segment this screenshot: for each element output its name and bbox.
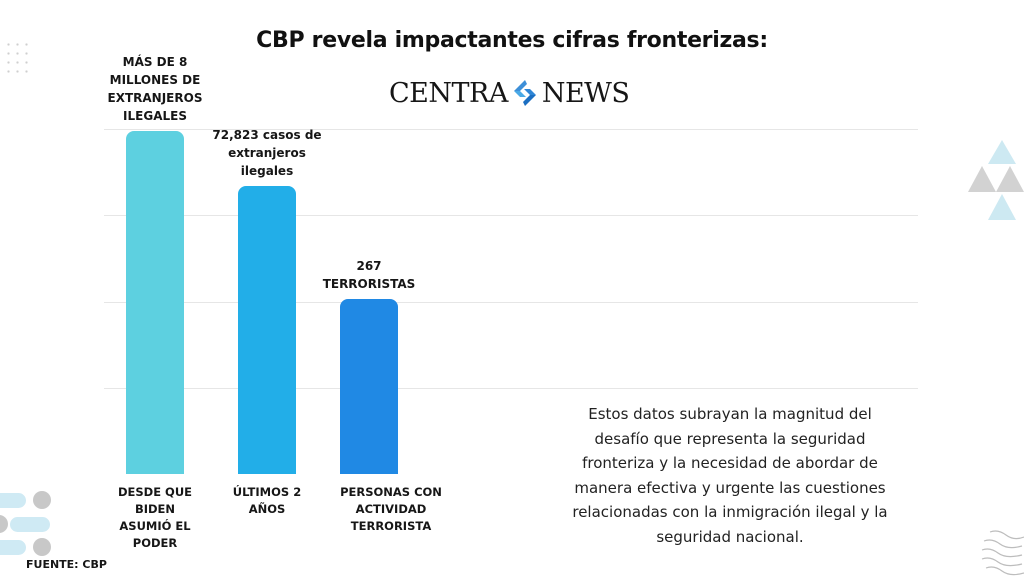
category-label-line: ASUMIÓ EL <box>119 519 191 533</box>
category-label: PERSONAS CON ACTIVIDAD TERRORISTA <box>316 484 466 535</box>
data-label-line: EXTRANJEROS <box>107 91 203 105</box>
decorative-pill <box>0 493 26 508</box>
category-label-line: BIDEN <box>134 502 176 516</box>
data-label-line: ilegales <box>240 163 294 178</box>
centranews-logo-icon <box>513 80 536 106</box>
description-text: Estos datos subrayan la magnitud del des… <box>572 405 888 546</box>
category-label: DESDE QUE BIDEN ASUMIÓ EL PODER <box>100 484 210 552</box>
centranews-logo: CENTRA NEWS <box>389 76 630 110</box>
data-label-line: TERRORISTAS <box>322 277 416 292</box>
logo-text-right: NEWS <box>541 77 630 109</box>
data-label-line: extranjeros <box>228 145 306 160</box>
data-label-line: MÁS DE 8 <box>122 55 188 69</box>
decorative-triangles <box>968 140 1024 220</box>
decorative-pill <box>0 540 26 555</box>
gridline <box>104 215 918 216</box>
page-title: CBP revela impactantes cifras fronteriza… <box>256 28 768 53</box>
category-label: ÚLTIMOS 2 AÑOS <box>212 484 322 518</box>
bar <box>238 185 296 474</box>
category-label-line: PERSONAS CON <box>340 485 442 499</box>
source-label: FUENTE: CBP <box>26 558 107 571</box>
data-label: 72,823 casos de extranjeros ilegales <box>187 126 347 180</box>
category-label-line: PODER <box>132 536 178 550</box>
logo-text-left: CENTRA <box>389 77 508 109</box>
category-label-line: AÑOS <box>248 502 286 516</box>
decorative-circle <box>33 538 51 556</box>
data-label-line: MILLONES DE <box>109 73 201 87</box>
category-label-line: ÚLTIMOS 2 <box>232 485 302 499</box>
bar <box>126 131 184 474</box>
decorative-pill <box>10 517 50 532</box>
data-label: MÁS DE 8 MILLONES DE EXTRANJEROS ILEGALES <box>75 53 235 125</box>
data-label-line: ILEGALES <box>123 109 187 123</box>
decorative-circle <box>0 515 8 533</box>
gridline <box>104 129 918 130</box>
gridline <box>104 302 918 303</box>
decorative-circle <box>33 491 51 509</box>
category-label-line: DESDE QUE <box>117 485 193 499</box>
bar <box>340 299 398 474</box>
decorative-dot-grid <box>4 40 30 76</box>
decorative-waves <box>981 530 1024 576</box>
data-label: 267 TERRORISTAS <box>289 257 449 293</box>
data-label-line: 267 <box>356 259 382 274</box>
gridline <box>104 388 918 389</box>
category-label-line: ACTIVIDAD TERRORISTA <box>350 502 432 533</box>
data-label-line: 72,823 casos de <box>212 127 322 142</box>
